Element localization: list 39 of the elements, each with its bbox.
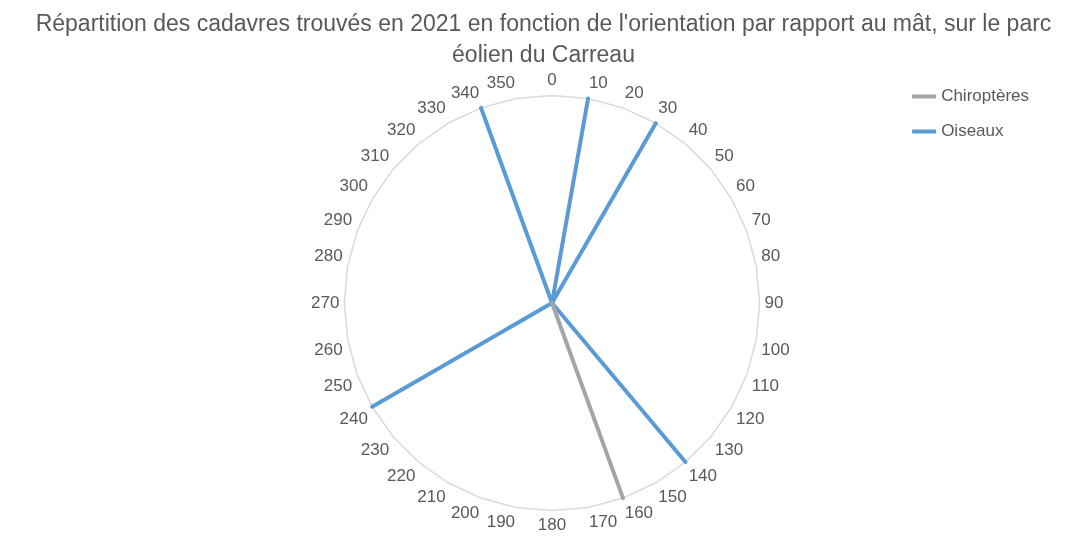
spoke-label: 290 [323, 209, 353, 229]
spoke-label: 110 [751, 375, 779, 395]
spoke-label: 270 [311, 292, 340, 312]
spoke-label: 210 [417, 487, 446, 506]
spoke-label: 100 [761, 339, 790, 359]
spoke-label: 60 [736, 176, 756, 196]
spoke-label: 10 [588, 73, 608, 93]
spoke-label: 340 [450, 82, 480, 102]
spoke-label: 180 [537, 515, 567, 535]
spoke-label: 330 [417, 98, 446, 118]
spoke-label: 250 [323, 375, 353, 395]
spoke-label: 140 [688, 465, 718, 485]
legend-label: Chiroptères [941, 86, 1029, 106]
spoke-label: 80 [761, 245, 781, 265]
spoke-label: 220 [386, 465, 416, 485]
spoke-label: 280 [314, 245, 343, 265]
spoke-label: 260 [314, 339, 343, 359]
spoke-label: 240 [339, 409, 368, 429]
spoke-label: 130 [714, 439, 744, 459]
spoke-label: 90 [764, 292, 784, 312]
spoke-label: 20 [624, 82, 644, 102]
spoke-label: 300 [339, 176, 368, 196]
spoke-label: 320 [386, 119, 416, 139]
spoke-label: 30 [658, 98, 678, 118]
spoke-label: 0 [547, 69, 557, 89]
spoke-label: 200 [450, 502, 480, 522]
chart-title: Répartition des cadavres trouvés en 2021 en fonction de l'orientation par rapport au mât, sur le parc éolien du Carreau [34, 9, 1053, 69]
spoke-label: 160 [624, 502, 654, 522]
spoke-label: 230 [360, 439, 390, 459]
spoke-label: 70 [751, 209, 771, 229]
spoke-label: 150 [658, 487, 687, 506]
spoke-label: 40 [688, 119, 708, 139]
spoke-label: 120 [736, 409, 765, 429]
spoke-label: 310 [360, 145, 390, 165]
legend-label: Oiseaux [941, 121, 1004, 141]
spoke-label: 190 [486, 512, 516, 532]
spoke-label: 50 [714, 145, 734, 165]
spoke-label: 170 [588, 512, 618, 532]
spoke-label: 350 [486, 73, 516, 93]
